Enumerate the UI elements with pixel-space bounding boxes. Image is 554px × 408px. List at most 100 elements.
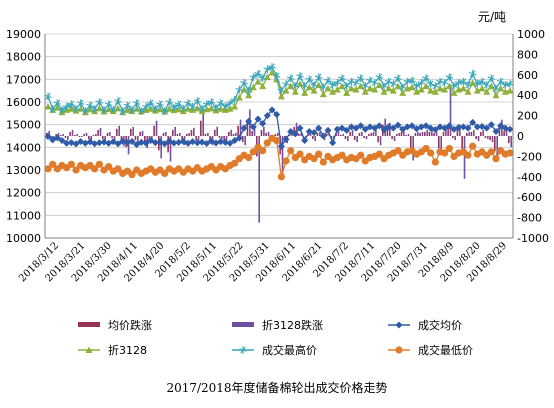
data-point	[356, 74, 365, 82]
data-point	[324, 126, 332, 134]
data-point	[305, 127, 313, 135]
data-point	[352, 78, 360, 87]
data-point	[492, 155, 500, 163]
data-point	[501, 124, 509, 132]
y2-tick-label: -400	[517, 171, 542, 184]
y-tick-label: 11000	[6, 209, 41, 222]
data-point	[310, 129, 318, 137]
legend-item: 成交均价	[388, 318, 462, 332]
data-point	[422, 144, 430, 153]
data-point	[385, 123, 393, 131]
data-point	[305, 83, 313, 91]
data-point	[221, 102, 230, 111]
data-point	[287, 147, 295, 155]
data-point	[496, 77, 505, 86]
data-point	[464, 81, 472, 89]
data-point	[287, 82, 295, 90]
data-point	[487, 121, 495, 129]
data-point	[235, 93, 243, 101]
data-point	[352, 86, 360, 93]
data-point	[245, 91, 253, 99]
data-point	[170, 139, 178, 147]
data-point	[151, 105, 160, 113]
data-point	[380, 82, 388, 90]
data-point	[469, 79, 477, 86]
data-point	[450, 89, 458, 96]
data-point	[296, 150, 304, 158]
data-point	[333, 125, 341, 133]
data-point	[361, 82, 370, 90]
data-point	[53, 134, 61, 142]
y-tick-label: 17000	[6, 73, 41, 86]
data-point	[398, 83, 407, 92]
data-point	[123, 101, 132, 110]
data-point	[347, 84, 355, 92]
data-point	[207, 98, 216, 106]
data-point	[394, 82, 402, 90]
data-point	[384, 77, 393, 86]
data-point	[254, 115, 262, 123]
data-point	[277, 92, 285, 100]
y-tick-label: 13000	[6, 164, 41, 177]
data-point	[58, 106, 66, 114]
data-point	[67, 160, 75, 168]
data-point	[137, 138, 145, 146]
data-point	[203, 139, 211, 147]
data-point	[245, 117, 253, 125]
line-series	[44, 63, 514, 181]
data-point	[235, 85, 244, 94]
data-point	[49, 160, 57, 168]
data-point	[193, 97, 202, 105]
data-point	[487, 74, 496, 82]
data-point	[95, 139, 103, 147]
data-point	[245, 153, 253, 162]
data-point	[263, 112, 271, 120]
data-point	[338, 74, 346, 82]
data-point	[431, 126, 439, 134]
data-point	[235, 134, 243, 142]
data-point	[413, 88, 421, 95]
data-point	[464, 151, 472, 159]
data-point	[492, 91, 500, 99]
data-point	[212, 103, 220, 112]
data-point	[282, 80, 290, 88]
data-point	[72, 140, 80, 148]
data-point	[277, 173, 285, 181]
data-point	[193, 104, 201, 112]
y2-tick-label: 600	[517, 69, 538, 82]
data-point	[319, 158, 327, 166]
data-point	[174, 100, 183, 109]
data-point	[240, 124, 248, 132]
y-tick-label: 10000	[6, 232, 41, 245]
data-point	[226, 105, 234, 112]
data-point	[184, 99, 192, 107]
data-point	[118, 107, 127, 115]
data-point	[413, 125, 421, 133]
legend-item: 成交最高价	[232, 343, 317, 357]
data-point	[249, 148, 257, 156]
data-point	[370, 78, 379, 87]
legend-label: 成交均价	[418, 318, 462, 332]
data-point	[427, 87, 435, 94]
legend-marker	[395, 321, 403, 329]
data-point	[272, 72, 281, 80]
data-point	[459, 77, 468, 86]
data-point	[300, 82, 309, 90]
data-point	[91, 165, 99, 173]
data-point	[296, 124, 304, 132]
data-point	[314, 73, 323, 81]
data-point	[104, 100, 113, 109]
y2-tick-label: 0	[517, 130, 524, 143]
data-point	[123, 106, 131, 113]
data-point	[259, 120, 267, 128]
data-point	[72, 166, 80, 174]
data-point	[226, 139, 234, 147]
data-point	[156, 100, 164, 109]
data-point	[263, 139, 271, 147]
legend-marker	[395, 346, 403, 354]
data-point	[389, 80, 398, 88]
data-point	[48, 105, 57, 113]
data-point	[226, 99, 234, 107]
